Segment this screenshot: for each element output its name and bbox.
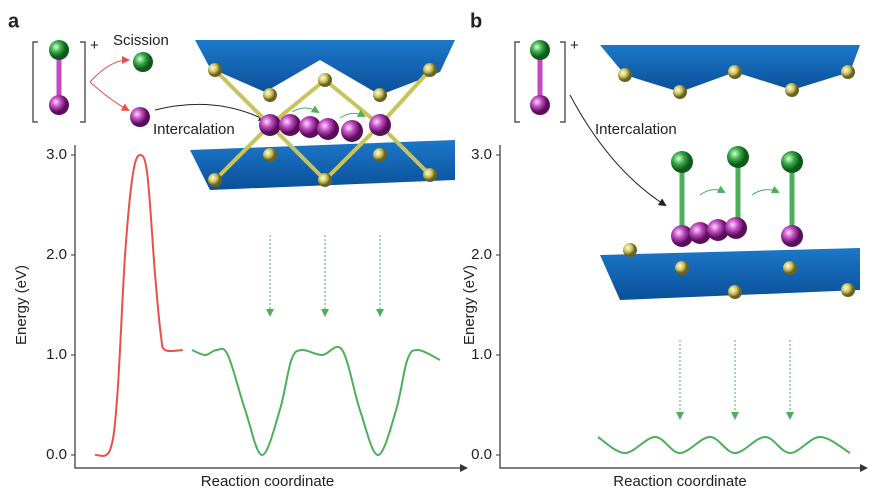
drop-arrows [680,340,790,418]
x-axis-label: Reaction coordinate [613,473,746,490]
figure: a Reaction coordinate Energy (eV) 0.0 1.0 2.0… [0,0,870,491]
panel-label: b [470,10,482,32]
energy-curve [192,347,440,455]
x-axis-label: Reaction coordinate [201,473,334,490]
arrow [155,104,265,120]
axes [75,145,460,468]
y-tick-label: 3.0 [471,146,492,163]
y-tick-label: 2.0 [471,246,492,263]
y-tick-label: 1.0 [46,346,67,363]
annotation: + [570,37,579,54]
y-tick-label: 3.0 [46,146,67,163]
atom [530,40,550,60]
arrow [570,95,665,205]
panel-label: a [8,10,20,32]
annotation: Intercalation [595,121,677,138]
arrow [292,108,318,112]
annotation: + [90,37,99,54]
arrow [752,190,778,195]
arrow [340,113,364,118]
arrow [90,82,128,110]
y-tick-label: 0.0 [471,446,492,463]
atom [49,95,69,115]
y-tick-label: 2.0 [46,246,67,263]
atom [49,40,69,60]
y-axis-label: Energy (eV) [13,265,30,345]
annotation: Scission [113,32,169,49]
energy-curve [598,437,850,453]
y-tick-label: 0.0 [46,446,67,463]
energy-curve [95,155,183,456]
arrow [90,60,128,82]
arrow [700,190,724,195]
illustration-b [515,40,860,418]
annotation: Intercalation [153,121,235,138]
y-axis-label: Energy (eV) [461,265,478,345]
axis-arrow [460,464,468,472]
atom [530,95,550,115]
y-tick-label: 1.0 [471,346,492,363]
illustration-a [33,40,455,315]
drop-arrows [270,235,380,315]
atom [130,107,150,127]
axis-arrow [860,464,868,472]
atom [133,52,153,72]
